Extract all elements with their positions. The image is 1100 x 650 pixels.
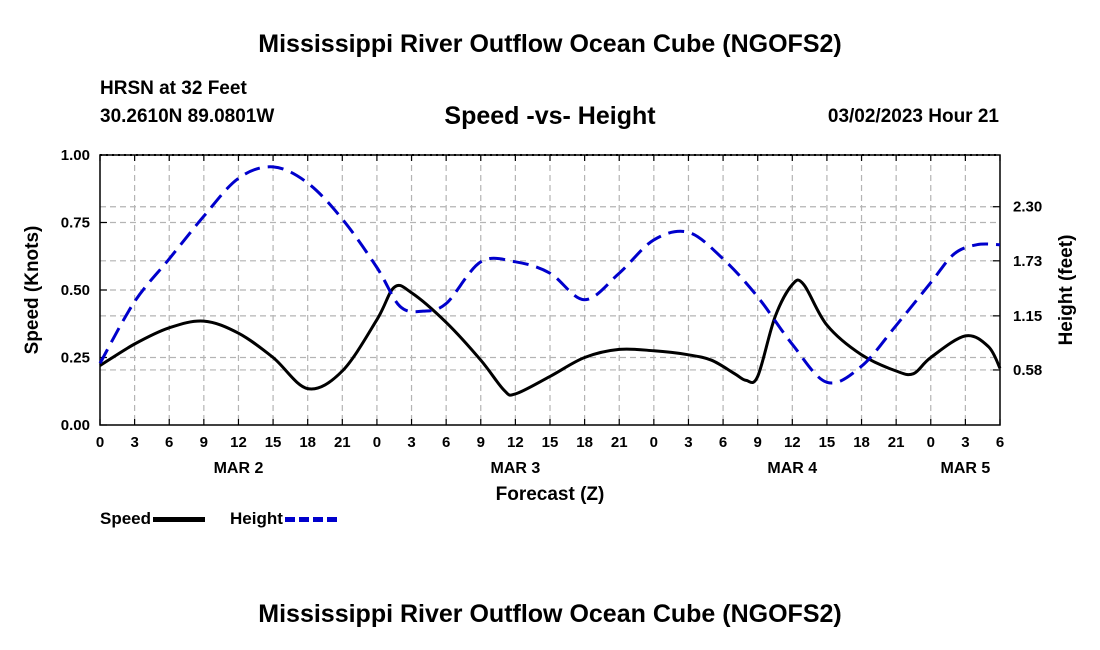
y-tick-label-left: 1.00 xyxy=(61,147,90,164)
x-tick-label: 9 xyxy=(477,434,485,451)
y-tick-label-right: 1.15 xyxy=(1013,308,1042,325)
x-tick-label: 3 xyxy=(407,434,415,451)
axes-layer xyxy=(99,154,1001,426)
forecast-timestamp: 03/02/2023 Hour 21 xyxy=(827,106,999,127)
x-tick-label: 6 xyxy=(719,434,727,451)
legend-height-swatch xyxy=(284,516,337,522)
x-axis-title: Forecast (Z) xyxy=(496,484,605,505)
legend-speed-label: Speed xyxy=(100,509,152,528)
x-tick-label: 21 xyxy=(888,434,905,451)
y-tick-label-right: 0.58 xyxy=(1013,362,1042,379)
y-axis-title-right: Height (feet) xyxy=(1056,235,1077,346)
series-line-speed xyxy=(99,278,1002,397)
chart-title: Mississippi River Outflow Ocean Cube (NG… xyxy=(258,30,842,58)
x-tick-label: 0 xyxy=(650,434,658,451)
x-tick-label: 15 xyxy=(819,434,836,451)
x-date-label: MAR 2 xyxy=(214,460,264,477)
station-label: HRSN at 32 Feet xyxy=(100,78,247,99)
x-tick-label: 21 xyxy=(611,434,628,451)
chart-subtitle: Speed -vs- Height xyxy=(444,102,656,130)
x-tick-label: 6 xyxy=(996,434,1004,451)
x-tick-label: 21 xyxy=(334,434,351,451)
x-tick-label: 0 xyxy=(96,434,104,451)
x-tick-label: 15 xyxy=(265,434,282,451)
x-tick-label: 9 xyxy=(200,434,208,451)
x-tick-label: 18 xyxy=(299,434,316,451)
x-tick-label: 9 xyxy=(754,434,762,451)
x-tick-label: 3 xyxy=(130,434,138,451)
x-date-label: MAR 3 xyxy=(490,460,540,477)
series-line-height xyxy=(98,165,1001,385)
y-tick-label-left: 0.50 xyxy=(61,282,90,299)
x-tick-label: 12 xyxy=(230,434,247,451)
x-tick-label: 6 xyxy=(442,434,450,451)
x-tick-label: 3 xyxy=(961,434,969,451)
y-tick-label-right: 1.73 xyxy=(1013,253,1042,270)
legend-speed-swatch xyxy=(153,516,206,522)
x-tick-label: 12 xyxy=(507,434,524,451)
y-tick-label-left: 0.75 xyxy=(61,215,90,232)
x-tick-label: 18 xyxy=(576,434,593,451)
x-tick-label: 6 xyxy=(165,434,173,451)
x-date-label: MAR 5 xyxy=(940,460,990,477)
x-tick-label: 0 xyxy=(927,434,935,451)
coordinates-label: 30.2610N 89.0801W xyxy=(100,106,275,127)
x-tick-label: 12 xyxy=(784,434,801,451)
x-tick-label: 15 xyxy=(542,434,559,451)
legend-height: Height xyxy=(230,509,337,529)
y-axis-title-left: Speed (Knots) xyxy=(22,226,43,355)
legend-height-label: Height xyxy=(230,509,283,528)
y-tick-label-right: 2.30 xyxy=(1013,199,1042,216)
series-layer xyxy=(98,165,1002,397)
grid-layer xyxy=(100,155,1000,425)
y-tick-label-left: 0.25 xyxy=(61,350,90,367)
x-date-label: MAR 4 xyxy=(767,460,817,477)
y-tick-label-left: 0.00 xyxy=(61,417,90,434)
x-tick-label: 3 xyxy=(684,434,692,451)
footer-title: Mississippi River Outflow Ocean Cube (NG… xyxy=(258,600,842,628)
x-tick-label: 0 xyxy=(373,434,381,451)
legend-speed: Speed xyxy=(100,509,206,529)
labels-layer: 0 3 6 9 12 15 18 21 0 3 6 9 12 15 18 21 0 3 6 9 12 15 18 21 0 3 6M… xyxy=(22,147,1077,505)
x-tick-label: 18 xyxy=(853,434,870,451)
